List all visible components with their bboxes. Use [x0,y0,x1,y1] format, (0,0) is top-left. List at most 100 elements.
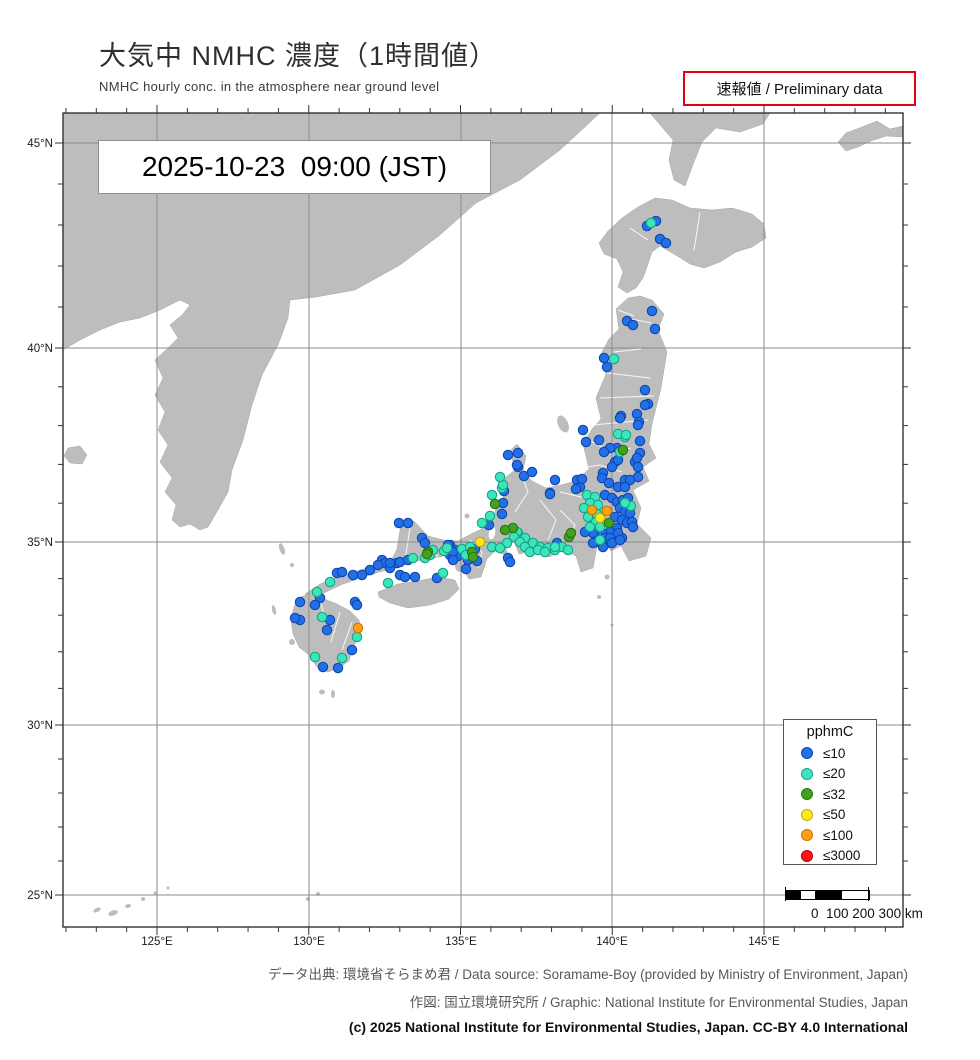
legend-dot-icon [801,808,813,821]
station-dot [614,412,626,424]
scale-bar-segment [814,891,842,899]
legend-label: ≤100 [823,827,853,843]
station-dot [476,517,488,529]
station-dot [399,571,411,583]
station-dot [441,542,453,554]
page-subtitle: NMHC hourly conc. in the atmosphere near… [99,79,440,94]
station-dot [409,571,421,583]
station-dot [598,446,610,458]
lat-axis-label: 35°N [27,537,53,549]
station-dot [437,567,449,579]
lat-axis-label: 45°N [27,138,53,150]
axis-labels: 45°N 40°N 35°N 30°N 25°N 125°E 130°E 135°E 140°E… [27,138,780,948]
station-dot [627,521,639,533]
legend-row: ≤20 [784,764,876,785]
station-dot [584,521,596,533]
copyright-notice: (c) 2025 National Institute for Environm… [348,1019,908,1035]
lon-axis-label: 135°E [445,936,477,948]
legend-dot-icon [801,767,813,780]
station-dot [311,586,323,598]
map-frame [62,112,904,928]
lon-axis-label: 130°E [293,936,325,948]
station-dot [321,624,333,636]
station-dot [549,474,561,486]
station-dot [364,564,376,576]
station-dot [632,419,644,431]
station-dot [544,488,556,500]
station-dot [596,472,608,484]
legend-row: ≤50 [784,805,876,826]
page-title: 大気中 NMHC 濃度（1時間値） [99,41,498,71]
station-dot [617,444,629,456]
station-dot [603,517,615,529]
station-dot [634,435,646,447]
station-dots [289,215,672,674]
scale-bar-segment [800,891,815,899]
hokkaido-land [598,197,767,294]
station-dot [447,554,459,566]
station-dot [351,631,363,643]
station-dot [594,521,606,533]
station-dot [336,652,348,664]
station-dot [474,536,486,548]
station-dot [603,477,615,489]
station-dot [486,489,498,501]
station-dot [645,217,657,229]
station-dot [494,542,506,554]
station-dot [562,544,574,556]
station-dot [512,447,524,459]
station-dot [660,237,672,249]
small-islands [93,415,614,916]
station-dot [632,461,644,473]
legend-dot-icon [801,849,813,862]
legend-row: ≤100 [784,825,876,846]
legend-title: pphmC [806,724,854,740]
station-dot [504,556,516,568]
station-dot [346,644,358,656]
station-dot [511,459,523,471]
station-dot [639,384,651,396]
preliminary-data-label: 速報値 / Preliminary data [716,81,883,98]
station-dot [624,474,636,486]
station-dot [352,622,364,634]
station-dot [593,434,605,446]
station-dot [489,498,501,510]
station-dot [309,651,321,663]
preliminary-data-badge: 速報値 / Preliminary data [683,71,916,106]
station-dot [620,429,632,441]
graticule-grid [63,113,903,927]
station-dot [324,576,336,588]
station-dot [460,563,472,575]
station-dot [467,551,479,563]
legend-label: ≤32 [823,786,846,802]
station-dot [351,599,363,611]
graphic-credit: 作図: 国立環境研究所 / Graphic: National Institut… [409,995,908,1010]
station-dot [598,352,610,364]
legend-row: ≤3000 [784,846,876,867]
legend-label: ≤3000 [823,848,861,864]
station-dot [577,424,589,436]
station-dot [294,596,306,608]
station-dot [576,473,588,485]
station-dot [619,481,631,493]
legend-label: ≤50 [823,807,846,823]
station-dot [407,552,419,564]
station-dot [499,524,511,536]
station-dot [594,512,606,524]
station-dot [565,527,577,539]
station-dot [347,569,359,581]
continent-land [62,112,601,531]
station-dot [421,548,433,560]
station-dot [601,361,613,373]
sakhalin-land [649,112,771,187]
station-dot [496,508,508,520]
legend: pphmC ≤10 ≤20 ≤32 ≤50 ≤100 ≤3000 [783,719,877,865]
scale-bar-end-tick [785,887,786,901]
station-dot [332,662,344,674]
station-dot [309,599,321,611]
legend-dot-icon [801,788,813,801]
lon-axis-label: 140°E [596,936,628,948]
station-dot [382,577,394,589]
lon-axis-label: 125°E [141,936,173,948]
